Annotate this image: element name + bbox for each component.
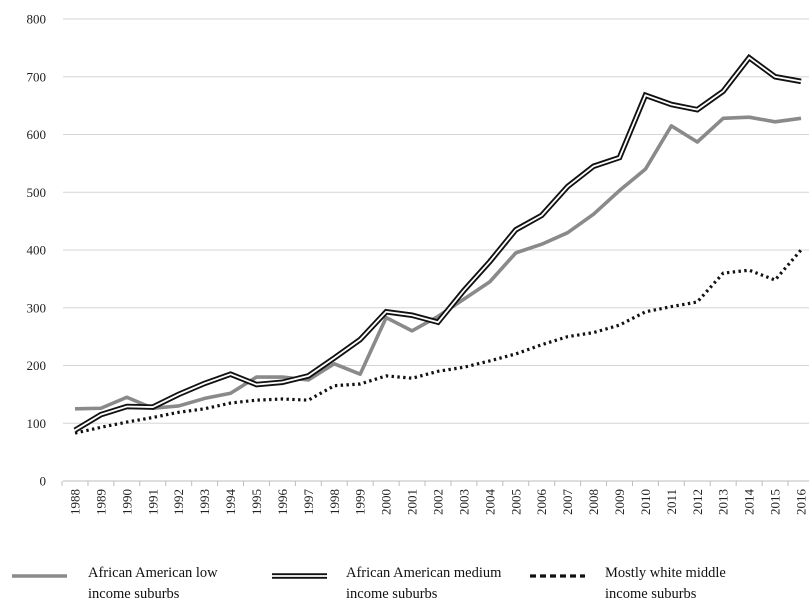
series-2 (73, 53, 802, 433)
x-tick-label: 2007 (560, 489, 575, 516)
x-tick-label: 2004 (482, 489, 497, 515)
y-tick-label: 800 (27, 12, 47, 27)
x-tick-label: 1998 (327, 489, 342, 515)
x-tick-label: 2010 (638, 489, 653, 515)
series-line (74, 115, 802, 411)
x-tick-label: 1995 (249, 489, 264, 515)
legend-label: African American medium (346, 565, 502, 581)
x-tick-label: 2005 (508, 489, 523, 515)
x-tick-label: 2015 (768, 489, 783, 515)
x-tick-label: 2009 (612, 489, 627, 515)
y-tick-label: 0 (40, 474, 47, 489)
x-tick-label: 2011 (664, 489, 679, 515)
x-tick-label: 2002 (431, 489, 446, 515)
y-tick-label: 400 (27, 243, 47, 258)
x-tick-labels: 1988 1989 1990 1991 1992 1993 1994 1995 1996 1997… (68, 489, 809, 516)
series-lines (73, 53, 803, 435)
x-tick-label: 2003 (456, 489, 471, 515)
x-tick-label: 2006 (534, 489, 549, 516)
series-line (74, 248, 803, 435)
x-tick-label: 1996 (275, 489, 290, 516)
y-tick-label: 600 (27, 127, 47, 142)
x-tick-label: 2008 (586, 489, 601, 515)
x-tick-label: 1989 (93, 489, 108, 515)
x-tick-label: 1988 (68, 489, 83, 515)
gridlines (63, 18, 809, 424)
x-tick-label: 1991 (145, 489, 160, 515)
x-tick-label: 1993 (197, 489, 212, 515)
legend-label: African American low (88, 565, 218, 581)
legend-item-2: African American medium income suburbs (272, 565, 502, 602)
y-tick-label: 700 (27, 69, 47, 84)
legend-label: income suburbs (346, 586, 438, 602)
x-tick-label: 1997 (301, 489, 316, 516)
x-tick-label: 2000 (379, 489, 394, 515)
series-line-inner (74, 56, 802, 431)
x-tick-label: 2016 (794, 489, 809, 516)
axes (61, 480, 809, 486)
y-tick-labels: 0 100 200 300 400 500 600 700 800 (27, 12, 47, 489)
legend-label: Mostly white middle (605, 565, 726, 581)
legend-label: income suburbs (605, 586, 697, 602)
x-tick-label: 1992 (171, 489, 186, 515)
x-tick-label: 2013 (716, 489, 731, 515)
series-1 (74, 115, 802, 411)
series-line-outer (73, 53, 802, 433)
x-tick-label: 1999 (353, 489, 368, 515)
legend-item-1: African American low income suburbs (12, 565, 218, 602)
legend-item-3: Mostly white middle income suburbs (530, 565, 726, 602)
x-tick-label: 2012 (690, 489, 705, 515)
y-tick-label: 300 (27, 300, 47, 315)
legend-label: income suburbs (88, 586, 180, 602)
y-tick-label: 100 (27, 416, 47, 431)
y-tick-label: 500 (27, 185, 47, 200)
x-tick-label: 1990 (119, 489, 134, 515)
x-tick-label: 2001 (405, 489, 420, 515)
series-3 (74, 248, 803, 435)
x-tick-label: 2014 (742, 489, 757, 516)
y-tick-label: 200 (27, 358, 47, 373)
x-tick-label: 1994 (223, 489, 238, 516)
